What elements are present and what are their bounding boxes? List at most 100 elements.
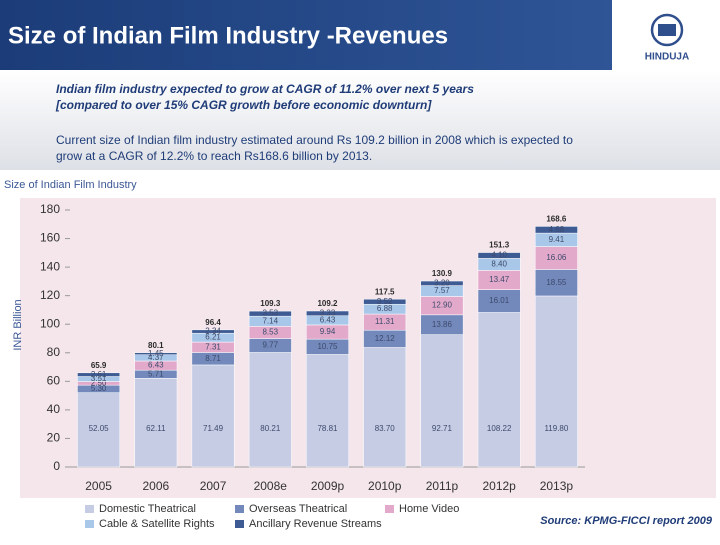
data-label: 3.51 [91,374,107,383]
data-label: 3.33 [320,308,336,317]
note-line: [compared to over 15% CAGR growth before… [55,98,432,112]
total-label: 168.6 [546,215,567,224]
slide-title: Size of Indian Film Industry -Revenues [8,22,448,49]
bar-segment [191,329,235,334]
data-label: 78.81 [317,424,338,433]
y-tick-label: 140 [40,259,60,273]
total-label: 109.2 [317,299,338,308]
data-label: 6.88 [377,304,393,313]
data-label: 62.11 [146,424,166,433]
data-label: 2.61 [91,370,107,379]
legend-label: Overseas Theatrical [249,503,347,515]
data-label: 2.50 [91,378,107,387]
bar-segment [363,298,407,305]
bar-segment [77,392,121,468]
text-area [0,70,720,170]
data-label: 92.71 [432,424,453,433]
legend-label: Cable & Satellite Rights [99,518,215,530]
bar-segment [420,334,464,468]
data-label: 108.22 [487,424,512,433]
data-label: 6.43 [148,361,164,370]
total-label: 109.3 [260,299,281,308]
data-label: 8.40 [491,260,507,269]
data-label: 52.05 [89,424,110,433]
total-label: 130.9 [432,269,453,278]
data-label: 4.68 [549,225,565,234]
legend-swatch [235,505,244,513]
bar-segment [477,252,521,259]
y-tick-label: 120 [40,288,60,302]
data-label: 3.53 [262,309,278,318]
data-label: 7.57 [434,286,450,295]
x-tick-label: 2009p [311,479,345,493]
x-tick-label: 2011p [426,479,459,493]
y-tick-label: 80 [47,345,61,359]
bar-segment [534,269,578,297]
data-label: 6.21 [205,333,221,342]
data-label: 11.31 [375,317,395,326]
x-tick-label: 2008e [254,479,288,493]
data-label: 18.55 [546,278,567,287]
y-tick-label: 180 [40,202,60,216]
data-label: 12.12 [375,334,396,343]
y-tick-label: 160 [40,231,60,245]
data-label: 1.45 [148,349,164,358]
data-label: 3.20 [434,278,450,287]
y-tick-label: 100 [40,316,60,330]
data-label: 80.21 [260,424,281,433]
legend-swatch [85,520,94,528]
data-label: 12.90 [432,301,453,310]
bar-segment [363,347,407,468]
bar-segment [477,312,521,468]
data-label: 6.43 [320,315,336,324]
total-label: 151.3 [489,241,510,250]
note-line: Indian film industry expected to grow at… [56,82,474,96]
data-label: 5.71 [148,369,164,378]
legend-label: Home Video [399,503,459,515]
note-line: Current size of Indian film industry est… [56,133,573,147]
x-tick-label: 2005 [85,479,112,493]
data-label: 10.75 [317,342,338,351]
total-label: 117.5 [375,287,395,296]
x-tick-label: 2007 [200,479,227,493]
bar-segment [420,280,464,286]
legend-swatch [385,505,394,513]
note-line: grow at a CAGR of 12.2% to reach Rs168.6… [56,149,372,163]
total-label: 96.4 [205,318,221,327]
chart-title: Size of Indian Film Industry [4,179,137,191]
data-label: 4.37 [148,353,164,362]
bar-segment [134,378,178,468]
total-label: 80.1 [148,341,164,350]
bar-segment [306,310,349,317]
data-label: 7.14 [262,316,278,325]
x-tick-label: 2010p [368,479,402,493]
data-label: 16.01 [489,296,510,305]
x-tick-label: 2012p [482,479,516,493]
data-label: 71.49 [203,424,224,433]
data-label: 119.80 [544,424,568,433]
total-label: 65.9 [91,361,107,370]
data-label: 9.41 [549,235,565,244]
bar-segment [248,352,292,468]
y-tick-label: 20 [47,431,61,445]
data-label: 16.06 [546,253,567,262]
data-label: 9.77 [262,341,278,350]
bar-segment [248,310,292,317]
y-tick-label: 0 [53,459,60,473]
data-label: 8.71 [205,354,221,363]
data-label: 7.31 [205,342,221,351]
data-label: 13.47 [489,275,510,284]
legend-swatch [85,505,94,513]
data-label: 13.86 [432,320,453,329]
legend-label: Ancillary Revenue Streams [249,518,382,530]
bar-segment [134,352,178,355]
y-axis-label: INR Billion [12,299,24,350]
data-label: 4.10 [491,251,507,260]
bar-segment [77,372,121,377]
y-tick-label: 60 [47,374,61,388]
header-band [0,0,612,70]
bar-segment [306,354,349,468]
logo: HINDUJA [645,13,689,63]
